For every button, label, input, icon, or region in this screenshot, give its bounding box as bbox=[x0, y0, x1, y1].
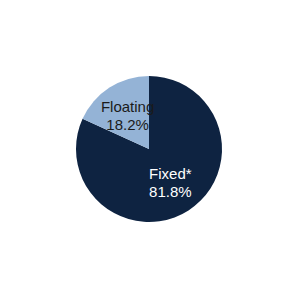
svg-text:81.8%: 81.8% bbox=[149, 183, 192, 200]
svg-text:Floating: Floating bbox=[101, 98, 154, 115]
svg-text:18.2%: 18.2% bbox=[106, 116, 149, 133]
svg-text:Fixed*: Fixed* bbox=[149, 165, 192, 182]
